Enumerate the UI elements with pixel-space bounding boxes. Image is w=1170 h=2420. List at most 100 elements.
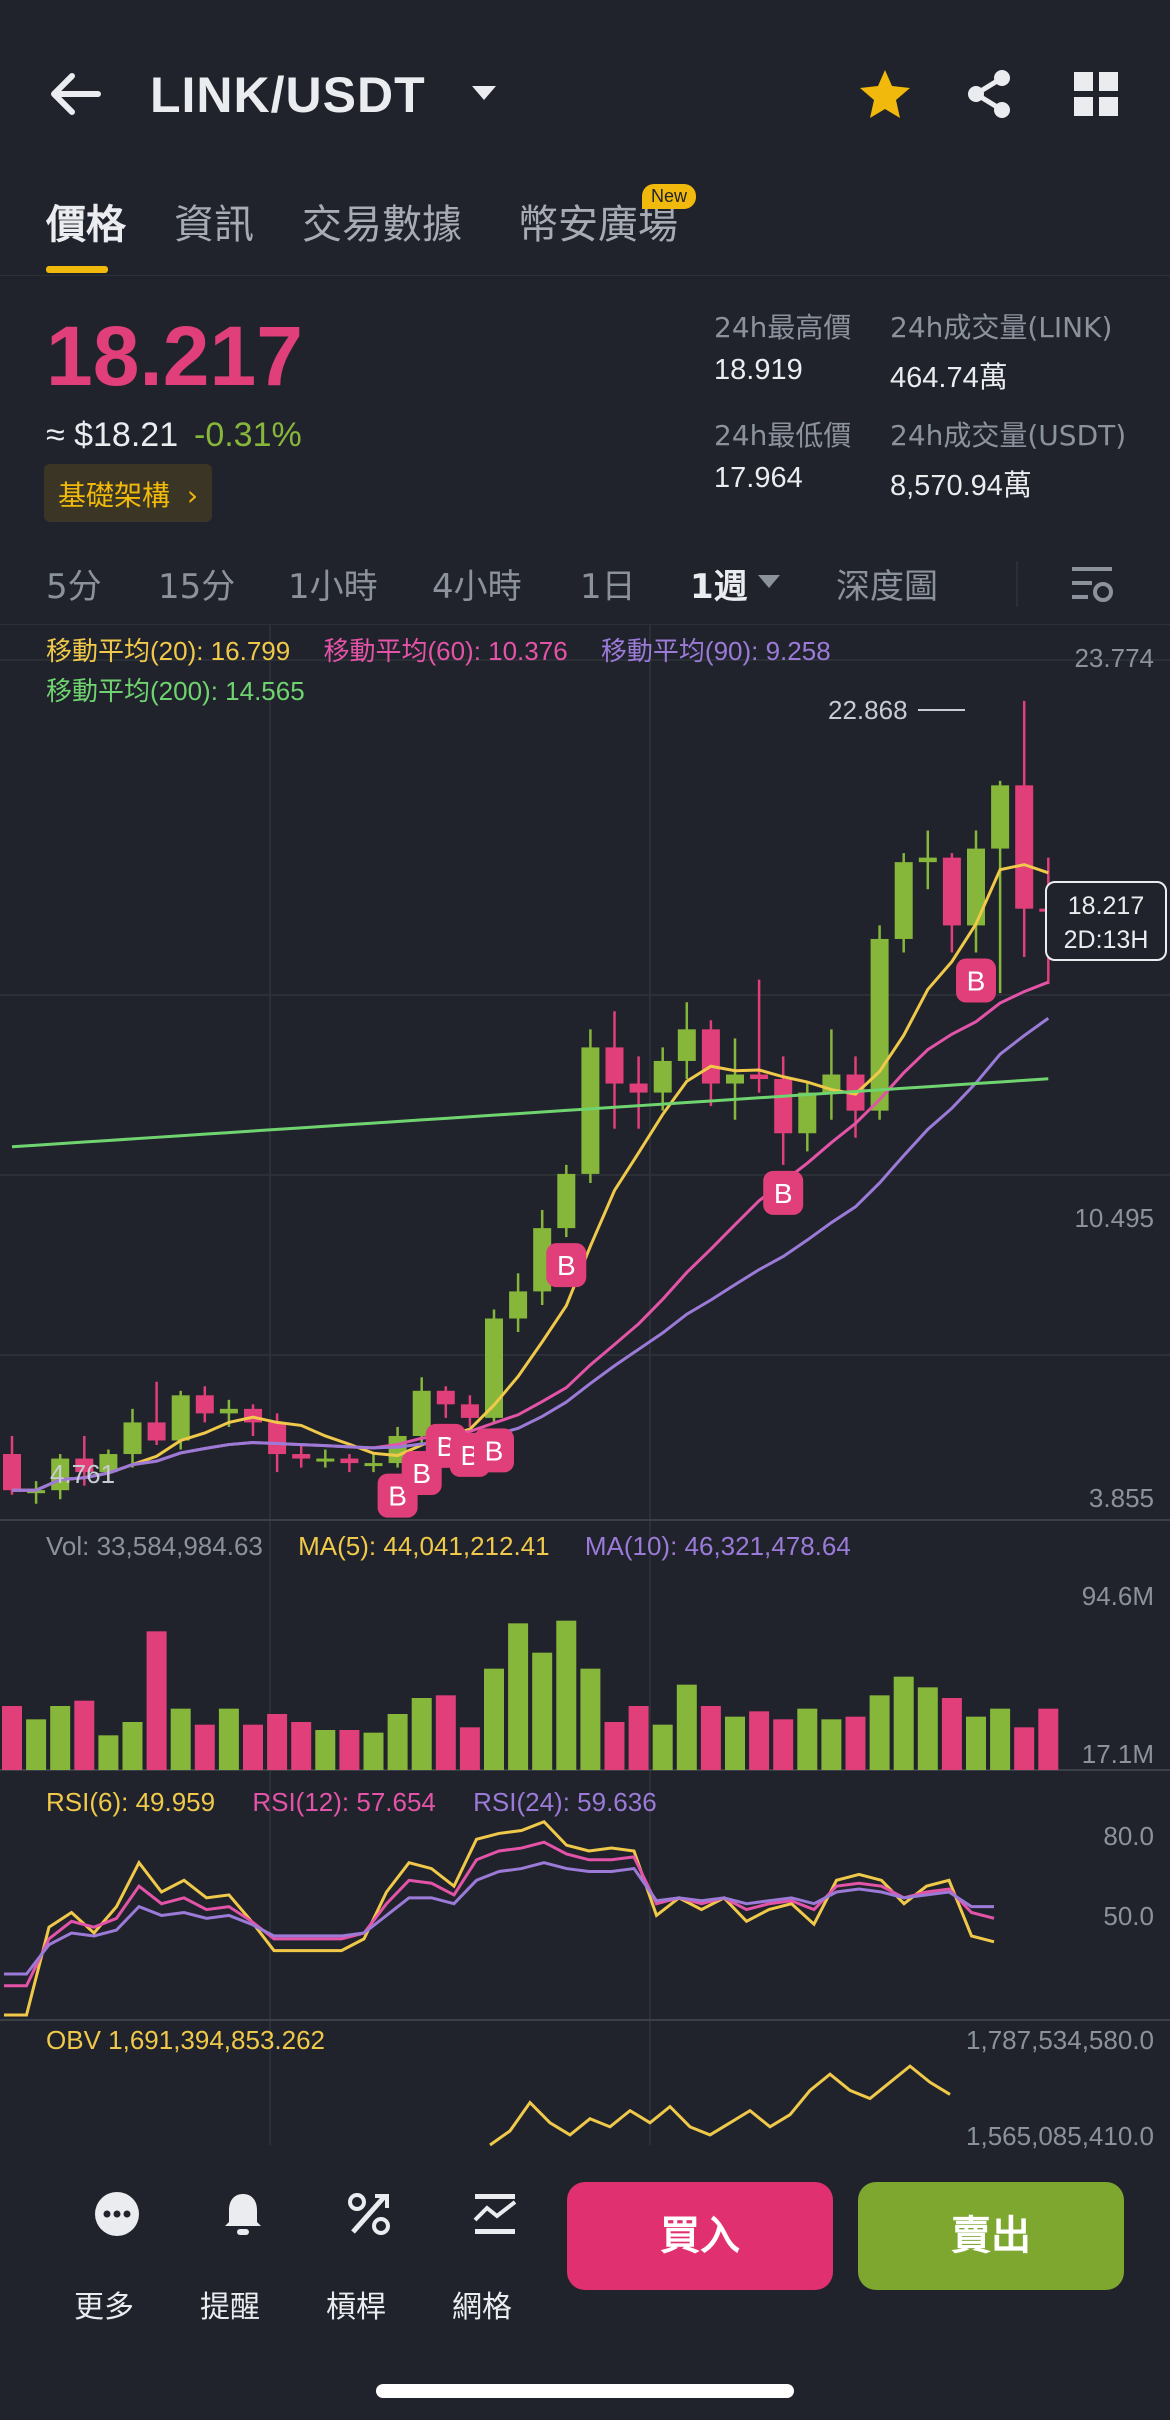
- sell-button[interactable]: 賣出: [858, 2182, 1124, 2290]
- chart-settings-icon[interactable]: [1070, 563, 1116, 607]
- volume-bar: [556, 1620, 577, 1770]
- candle-body: [75, 1458, 94, 1473]
- volume-bar: [411, 1698, 432, 1770]
- volume-bar: [2, 1706, 22, 1770]
- candle-body: [412, 1390, 431, 1436]
- low-label: 24h最低價: [714, 419, 852, 452]
- interval-depth[interactable]: 深度圖: [836, 567, 938, 607]
- candle-body: [1015, 785, 1034, 909]
- volume-bar: [628, 1706, 649, 1770]
- volume-bar: [676, 1684, 697, 1770]
- rsi12-line: [4, 1840, 995, 1988]
- legend-vol-ma10: MA(10): 46,321,478.64: [584, 1531, 851, 1561]
- legend-ma60: 移動平均(60): 10.376: [323, 636, 568, 666]
- grid-chart-icon: [473, 2194, 517, 2234]
- interval-4h[interactable]: 4小時: [432, 567, 522, 607]
- chevron-right-icon: ›: [186, 479, 199, 512]
- volume-bar: [749, 1711, 770, 1770]
- pair-title[interactable]: LINK/USDT: [150, 67, 426, 123]
- rsi-y-tick-50: 50.0: [1103, 1901, 1154, 1931]
- volume-bar: [893, 1676, 914, 1770]
- tab-info[interactable]: 資訊: [174, 202, 254, 248]
- volume-bar: [26, 1719, 47, 1770]
- grid-icon[interactable]: [1074, 72, 1118, 116]
- volume-bar: [74, 1700, 95, 1770]
- buy-button[interactable]: 買入: [567, 2182, 833, 2290]
- volume-bar: [725, 1716, 745, 1770]
- bell-icon: [225, 2194, 261, 2235]
- candle-body: [967, 848, 985, 926]
- legend-vol: Vol: 33,584,984.63: [46, 1531, 263, 1561]
- legend-rsi12: RSI(12): 57.654: [252, 1787, 436, 1817]
- volume-bar: [821, 1719, 842, 1770]
- volume-bar: [532, 1652, 553, 1770]
- obv-line: [489, 2064, 951, 2147]
- tab-square[interactable]: 幣安廣場: [518, 202, 678, 248]
- tab-underline: [46, 266, 108, 273]
- chevron-down-icon[interactable]: [472, 86, 496, 100]
- volume-bar: [580, 1668, 601, 1770]
- volume-bar: [845, 1716, 866, 1770]
- buy-marker-label: B: [485, 1435, 504, 1466]
- interval-1w[interactable]: 1週: [690, 567, 748, 607]
- grid-trading-button[interactable]: 網格: [432, 2190, 532, 2325]
- ma200-line: [11, 1077, 1049, 1149]
- candle-body: [123, 1422, 142, 1455]
- candle-body: [171, 1395, 190, 1441]
- legend-ma90: 移動平均(90): 9.258: [600, 636, 831, 666]
- obv-y-tick-top: 1,787,534,580.0: [966, 2025, 1154, 2055]
- interval-1h[interactable]: 1小時: [288, 567, 378, 607]
- volume-bar: [194, 1724, 215, 1770]
- y-tick-top: 23.774: [1074, 643, 1154, 673]
- legend-ma200: 移動平均(200): 14.565: [46, 676, 305, 706]
- interval-1d[interactable]: 1日: [580, 567, 636, 607]
- tab-price[interactable]: 價格: [46, 202, 126, 248]
- ma90-line: [12, 1017, 1050, 1492]
- candle-body: [918, 857, 937, 863]
- candle-body: [701, 1029, 720, 1084]
- percent-icon: [348, 2193, 390, 2235]
- interval-bar: 5分 15分 1小時 4小時 1日 1週 深度圖: [0, 545, 1170, 625]
- volume-bar: [267, 1714, 288, 1770]
- candle-body: [509, 1291, 528, 1319]
- interval-15m[interactable]: 15分: [158, 567, 236, 607]
- candle-body: [147, 1422, 166, 1441]
- candle-body: [557, 1173, 576, 1229]
- interval-5m[interactable]: 5分: [46, 567, 102, 607]
- volume-bar: [122, 1722, 143, 1770]
- candle-body: [436, 1390, 455, 1405]
- min-price-label: 4.761: [50, 1459, 116, 1489]
- candle-body: [219, 1408, 238, 1414]
- candle-body: [774, 1079, 793, 1134]
- candle-body: [991, 785, 1010, 849]
- volume-bar: [990, 1708, 1011, 1770]
- candle-body: [581, 1047, 600, 1174]
- star-icon[interactable]: [858, 68, 912, 120]
- back-arrow-icon[interactable]: [48, 72, 102, 116]
- rsi24-line: [4, 1861, 994, 1976]
- buy-marker: [763, 1170, 804, 1215]
- chevron-down-icon[interactable]: [758, 575, 780, 588]
- ma20-line: [12, 863, 1049, 1492]
- tab-trading-data[interactable]: 交易數據: [302, 202, 462, 248]
- candle-body: [485, 1318, 503, 1418]
- header: LINK/USDT: [0, 0, 1170, 190]
- volume-bar: [652, 1724, 673, 1770]
- usd-price: ≈ $18.21: [46, 416, 179, 454]
- volume-bar: [50, 1706, 71, 1770]
- volume-bar: [218, 1708, 239, 1770]
- share-icon[interactable]: [964, 68, 1014, 120]
- alert-button[interactable]: 提醒: [180, 2190, 280, 2325]
- volume-bar: [604, 1722, 625, 1770]
- volume-bar: [146, 1631, 167, 1770]
- volume-bar: [941, 1698, 962, 1770]
- volume-bar: [435, 1695, 456, 1770]
- leverage-button[interactable]: 槓桿: [306, 2190, 406, 2325]
- more-button[interactable]: 更多: [54, 2190, 154, 2325]
- category-tag[interactable]: 基礎架構 ›: [44, 464, 213, 522]
- low-value: 17.964: [714, 462, 803, 494]
- category-tag-label: 基礎架構: [58, 479, 171, 512]
- candle-body: [894, 862, 913, 939]
